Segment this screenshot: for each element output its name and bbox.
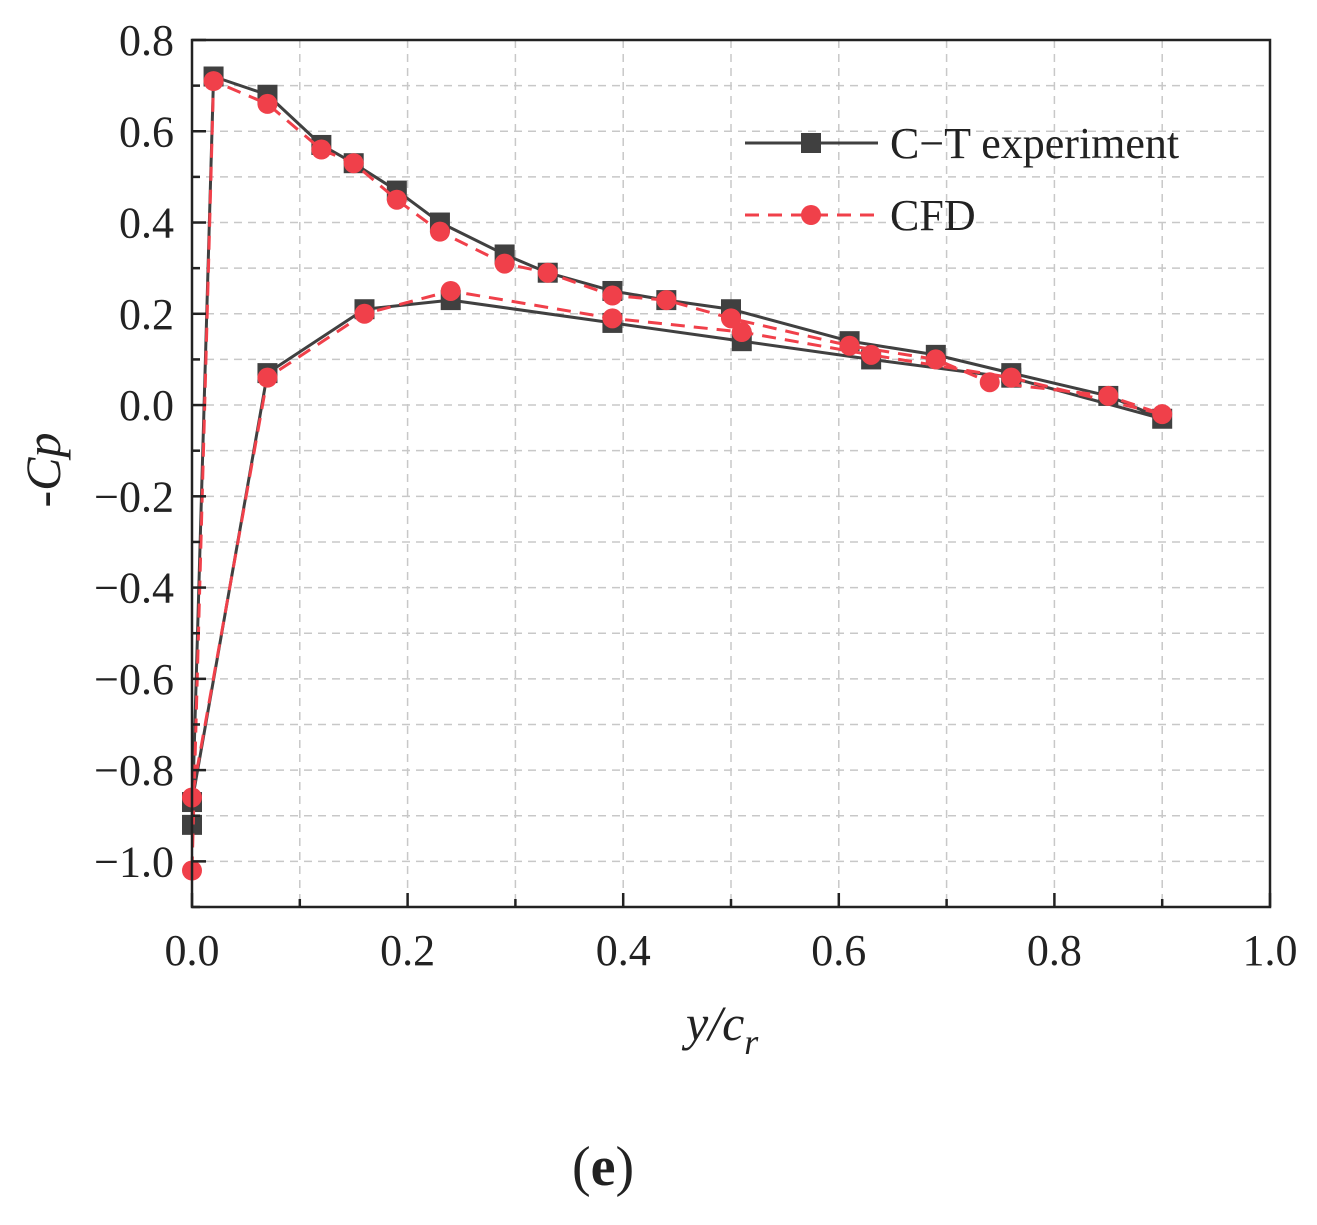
series-cfd — [182, 71, 1173, 881]
x-axis-label: y/cr — [681, 995, 759, 1062]
panel-label: (e) — [572, 1136, 634, 1198]
panel-label-open: ( — [572, 1136, 591, 1198]
data-point-circle — [602, 308, 623, 329]
data-point-circle — [440, 280, 461, 301]
data-point-circle — [203, 71, 224, 92]
data-point-circle — [839, 335, 860, 356]
axis-ticks: 0.0 0.2 0.4 0.6 0.8 1.0 0.8 0.6 0.4 0.2 0.0 −0.2 −0.… — [94, 16, 1297, 975]
data-point-circle — [1098, 385, 1119, 406]
x-tick-label: 0.2 — [380, 926, 435, 975]
x-tick-label: 0.6 — [811, 926, 866, 975]
legend-label-cfd: CFD — [890, 191, 976, 240]
data-point-circle — [257, 93, 278, 114]
y-tick-label: −0.2 — [94, 472, 174, 521]
series-line — [190, 79, 1164, 871]
data-point-circle — [1001, 367, 1022, 388]
panel-label-letter: e — [591, 1136, 616, 1198]
y-tick-label: −0.4 — [94, 564, 174, 613]
y-tick-label: −0.8 — [94, 746, 174, 795]
data-point-circle — [1152, 404, 1173, 425]
data-point-circle — [656, 290, 677, 311]
y-tick-label: 0.4 — [119, 199, 174, 248]
y-axis-label: -Cp — [15, 433, 71, 508]
x-tick-label: 0.0 — [165, 926, 220, 975]
y-tick-label: 0.2 — [119, 290, 174, 339]
legend-label-experiment: C−T experiment — [890, 119, 1179, 168]
data-point-circle — [721, 308, 741, 329]
y-tick-label: 0.6 — [119, 107, 174, 156]
data-point-circle — [537, 262, 558, 283]
legend: C−T experiment CFD — [745, 119, 1179, 240]
data-point-circle — [354, 303, 375, 324]
y-tick-label: 0.0 — [119, 381, 174, 430]
data-point-circle — [429, 221, 450, 242]
x-axis-label-main: y/c — [681, 995, 744, 1051]
data-point-circle — [343, 153, 364, 174]
data-series — [182, 66, 1173, 881]
y-tick-label: −0.6 — [94, 655, 174, 704]
x-axis-label-subscript: r — [744, 1022, 759, 1062]
y-tick-label: 0.8 — [119, 16, 174, 65]
legend-marker-circle — [801, 205, 821, 225]
x-tick-label: 1.0 — [1243, 926, 1298, 975]
data-point-circle — [602, 285, 623, 306]
x-tick-label: 0.8 — [1027, 926, 1082, 975]
data-point-circle — [925, 349, 946, 370]
data-point-circle — [494, 253, 515, 274]
data-point-circle — [311, 139, 332, 160]
data-point-circle — [979, 372, 1000, 393]
y-tick-label: −1.0 — [94, 837, 174, 886]
data-point-circle — [257, 367, 278, 388]
data-point-circle — [861, 344, 882, 365]
legend-marker-square — [801, 133, 821, 153]
data-point-circle — [386, 189, 407, 210]
x-tick-label: 0.4 — [596, 926, 651, 975]
data-point-circle — [731, 322, 752, 343]
panel-label-close: ) — [616, 1136, 635, 1198]
